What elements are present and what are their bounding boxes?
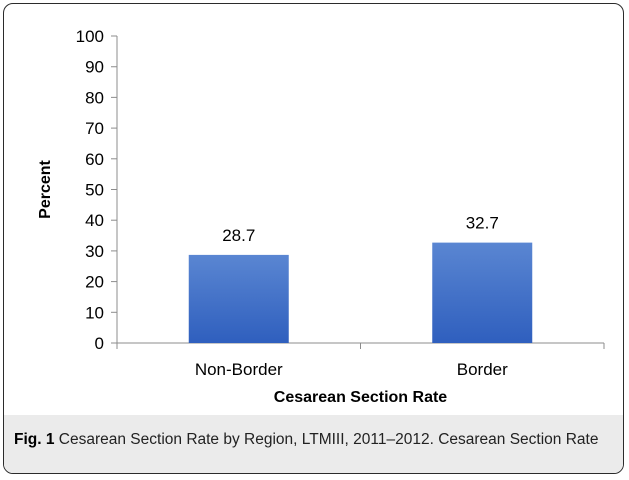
y-tick-label: 80 [85, 88, 104, 107]
y-tick-label: 100 [76, 27, 104, 46]
y-tick-label: 30 [85, 242, 104, 261]
y-tick-label: 0 [95, 334, 104, 353]
x-category-label: Non-Border [195, 360, 283, 379]
caption-text: Cesarean Section Rate by Region, LTMIII,… [58, 431, 599, 448]
bar-non-border [188, 254, 289, 343]
y-tick-label: 40 [85, 211, 104, 230]
caption-label: Fig. 1 [14, 431, 55, 448]
x-axis: Non-Border Border [116, 342, 605, 379]
bar-value-label: 32.7 [466, 214, 499, 233]
bar-value-label: 28.7 [222, 226, 255, 245]
y-tick-label: 20 [85, 273, 104, 292]
y-tick-label: 60 [85, 150, 104, 169]
x-axis-title: Cesarean Section Rate [274, 389, 448, 406]
bars [188, 242, 533, 343]
y-axis: 0 10 20 30 40 50 60 70 80 90 100 [76, 27, 118, 353]
y-tick-label: 10 [85, 303, 104, 322]
y-tick-label: 70 [85, 119, 104, 138]
figure-frame: 0 10 20 30 40 50 60 70 80 90 100 Non-Border Border … [3, 3, 624, 474]
y-axis-title: Percent [37, 159, 54, 218]
bar-border [432, 242, 533, 343]
figure-caption: Fig. 1 Cesarean Section Rate by Region, … [4, 415, 623, 473]
y-tick-label: 50 [85, 181, 104, 200]
x-category-label: Border [457, 360, 508, 379]
y-tick-label: 90 [85, 58, 104, 77]
data-labels: 28.7 32.7 [222, 214, 499, 245]
